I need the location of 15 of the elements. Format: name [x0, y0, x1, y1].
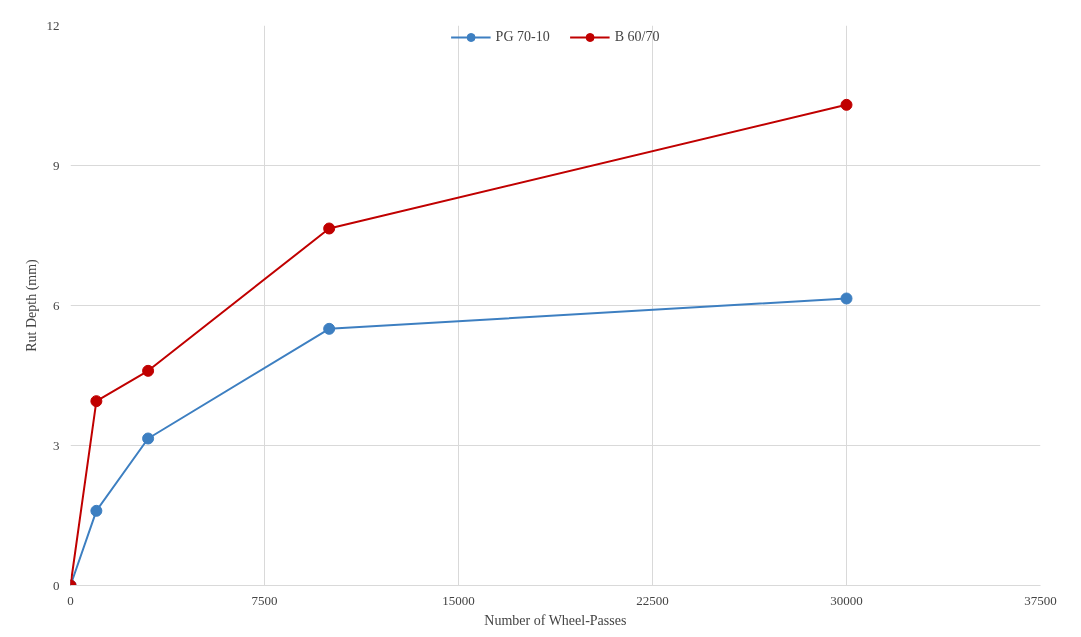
y-tick-label: 0 — [53, 577, 60, 593]
y-tick-label: 3 — [53, 437, 60, 453]
x-tick-label: 37500 — [1024, 592, 1057, 608]
x-tick-label: 7500 — [251, 592, 278, 608]
x-tick-label: 0 — [67, 592, 74, 608]
legend-label: PG 70-10 — [495, 29, 550, 45]
x-axis-title: Number of Wheel-Passes — [484, 612, 627, 628]
x-tick-label: 30000 — [830, 592, 863, 608]
y-tick-label: 6 — [53, 297, 60, 313]
legend-label: B 60/70 — [614, 29, 660, 45]
x-tick-label: 15000 — [442, 592, 475, 608]
y-tick-label: 9 — [53, 157, 60, 173]
y-axis-title: Rut Depth (mm) — [23, 258, 40, 352]
y-tick-label: 12 — [46, 17, 60, 33]
x-tick-label: 22500 — [636, 592, 669, 608]
